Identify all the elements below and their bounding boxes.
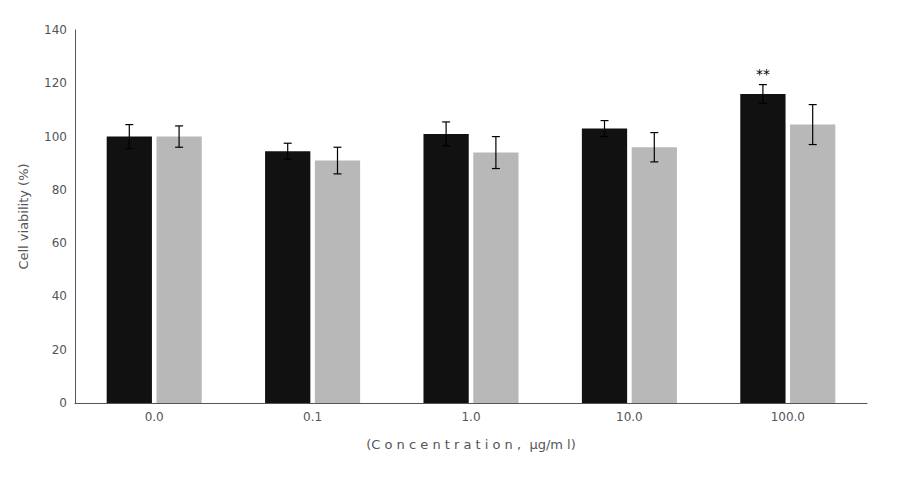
svg-text:**: **: [756, 66, 770, 82]
svg-text:0: 0: [59, 396, 67, 410]
svg-text:20: 20: [52, 343, 67, 357]
svg-text:60: 60: [52, 236, 67, 250]
svg-text:(C o n c e n t r a t i o n ,: (C o n c e n t r a t i o n , μg/m l): [366, 437, 576, 452]
svg-text:100.0: 100.0: [771, 410, 805, 424]
svg-text:80: 80: [52, 183, 67, 197]
svg-text:120: 120: [44, 76, 67, 90]
svg-text:140: 140: [44, 23, 67, 37]
svg-text:1.0: 1.0: [461, 410, 480, 424]
svg-text:10.0: 10.0: [616, 410, 643, 424]
svg-text:0.0: 0.0: [145, 410, 164, 424]
svg-text:40: 40: [52, 289, 67, 303]
svg-text:0.1: 0.1: [303, 410, 322, 424]
svg-text:100: 100: [44, 130, 67, 144]
svg-text:Cell viability (%): Cell viability (%): [16, 163, 31, 269]
